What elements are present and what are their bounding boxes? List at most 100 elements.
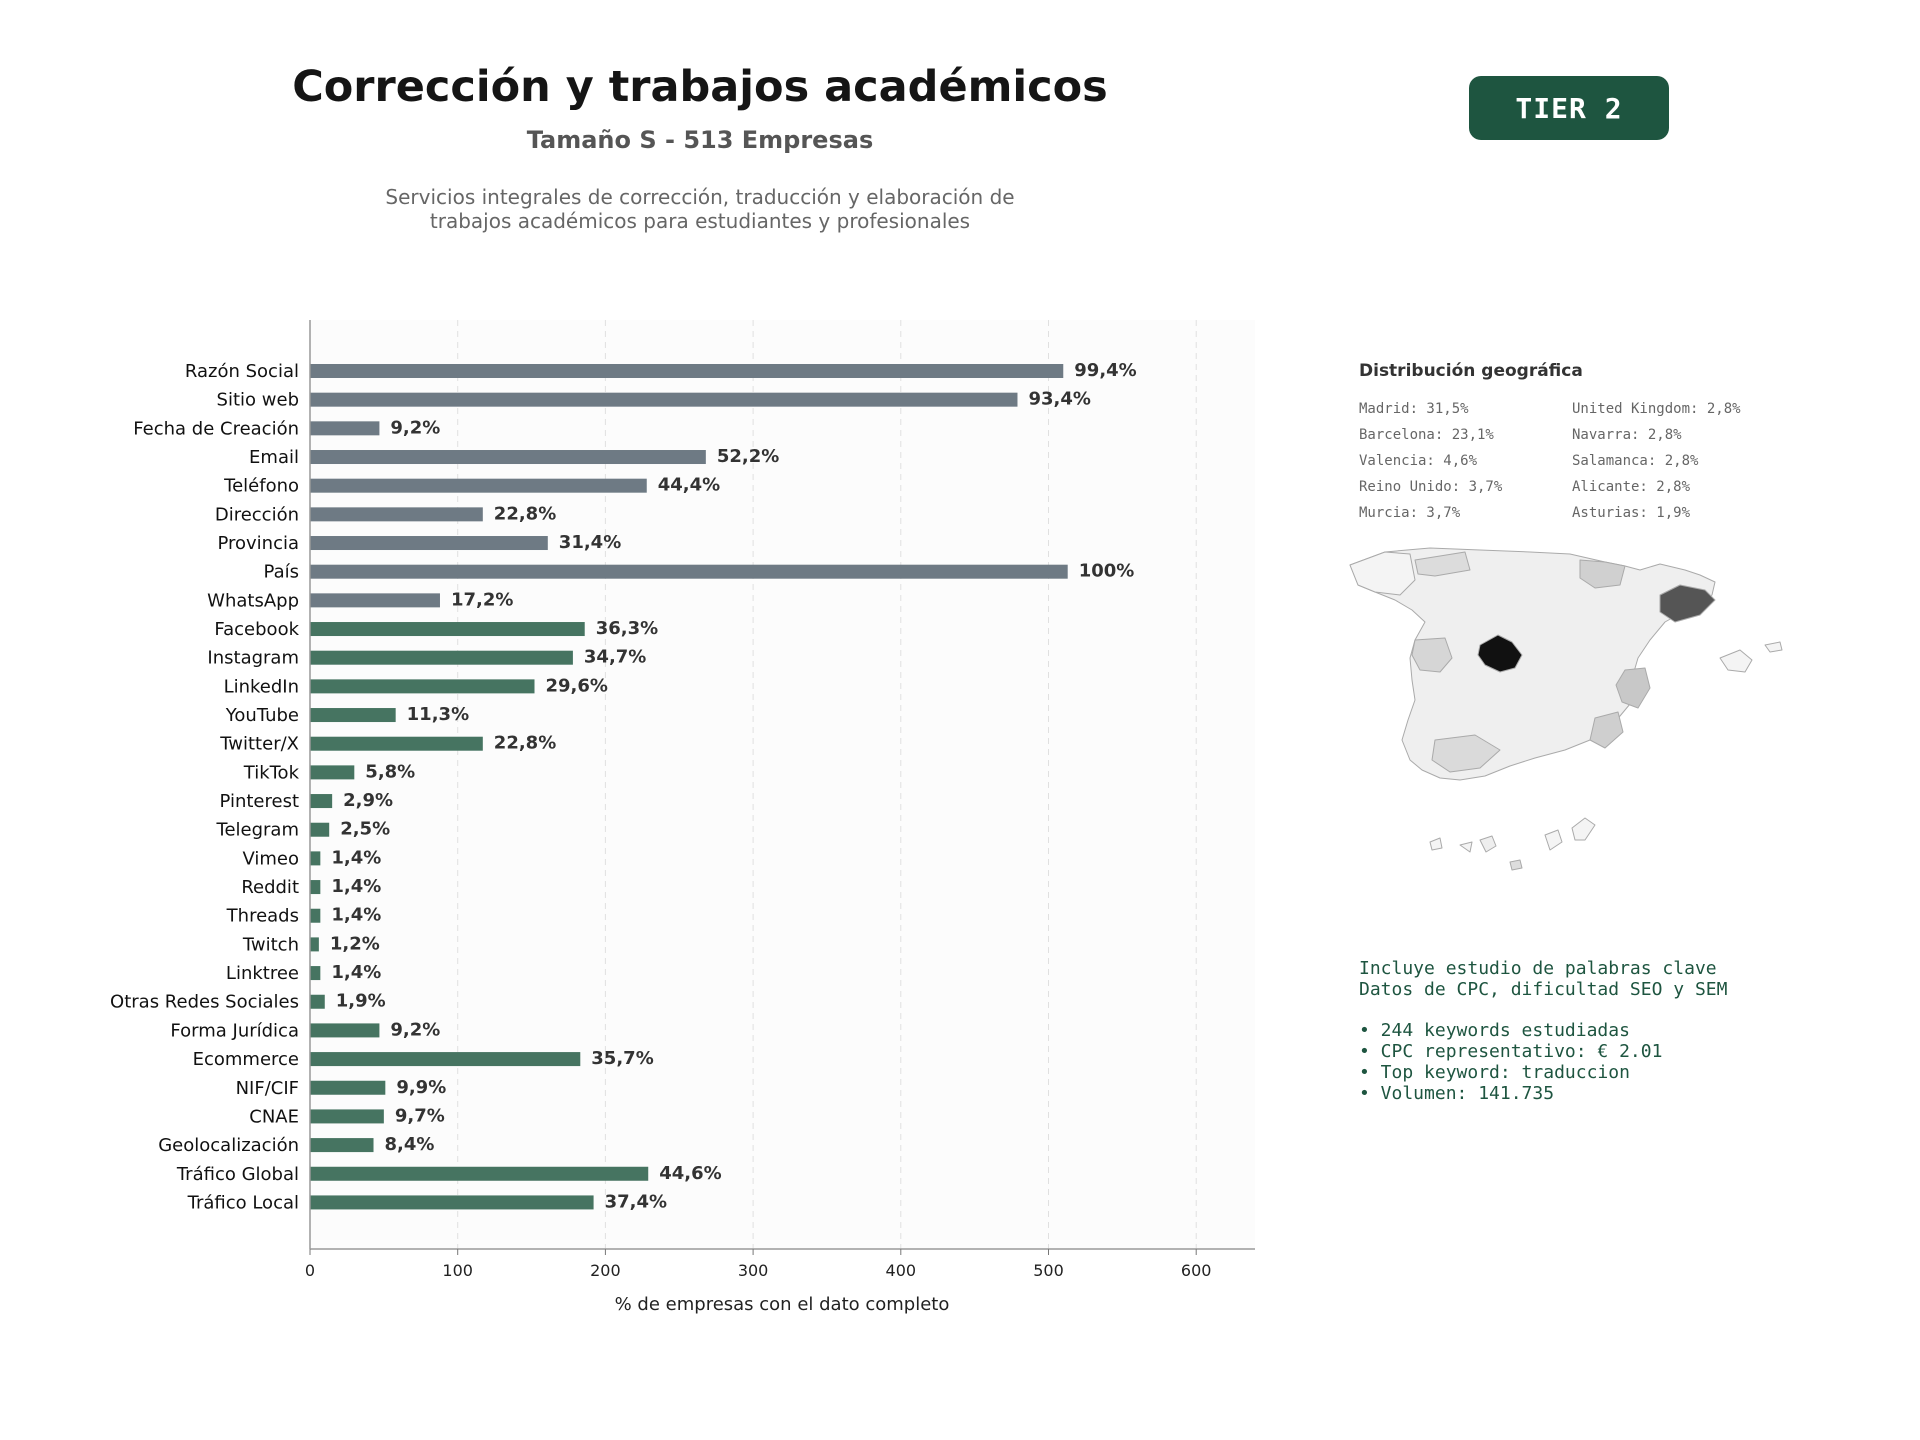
bar: [310, 536, 548, 551]
value-label: 5,8%: [365, 761, 415, 782]
keyword-stat: • Top keyword: traduccion: [1359, 1062, 1630, 1083]
page-subtitle: Tamaño S - 513 Empresas: [526, 126, 874, 154]
value-label: 1,4%: [331, 847, 381, 868]
x-tick-label: 600: [1181, 1261, 1212, 1280]
value-label: 34,7%: [584, 647, 646, 668]
bar: [310, 1166, 649, 1181]
page-description: Servicios integrales de corrección, trad…: [300, 185, 1100, 233]
description-line-1: Servicios integrales de corrección, trad…: [385, 185, 1015, 209]
keywords-line-1: Incluye estudio de palabras clave: [1359, 958, 1717, 979]
keywords-line-2: Datos de CPC, dificultad SEO y SEM: [1359, 979, 1728, 1000]
bar: [310, 908, 321, 923]
map-region-south: [1431, 734, 1501, 773]
bar: [310, 851, 321, 866]
tier-badge: TIER 2: [1469, 76, 1669, 140]
bar: [310, 1023, 380, 1038]
value-label: 1,4%: [331, 962, 381, 983]
bar: [310, 937, 319, 952]
category-label: Twitter/X: [219, 734, 299, 755]
geo-item: Murcia: 3,7%: [1359, 505, 1461, 521]
map-islands-canary-2: [1459, 841, 1473, 853]
category-label: Fecha de Creación: [133, 418, 299, 439]
geo-list-right: United Kingdom: 2,8% Navarra: 2,8% Salam…: [1572, 396, 1741, 526]
bar: [310, 1109, 384, 1124]
bar: [310, 966, 321, 981]
category-label: YouTube: [225, 705, 299, 726]
map-region-north: [1579, 559, 1626, 589]
bar: [310, 880, 321, 895]
bar: [310, 478, 647, 493]
value-label: 2,9%: [343, 790, 393, 811]
map-islands-canary-1: [1429, 837, 1443, 851]
value-label: 2,5%: [340, 819, 390, 840]
x-tick-label: 500: [1033, 1261, 1064, 1280]
category-label: Forma Jurídica: [170, 1020, 299, 1041]
bar: [310, 1138, 374, 1153]
category-label: Ecommerce: [193, 1049, 299, 1070]
bar: [310, 708, 396, 723]
bar: [310, 1052, 581, 1067]
value-label: 99,4%: [1074, 360, 1136, 381]
map-region-madrid: [1477, 634, 1523, 673]
plot-background: [310, 320, 1255, 1249]
value-label: 93,4%: [1028, 389, 1090, 410]
bar: [310, 564, 1068, 579]
value-label: 44,4%: [658, 475, 720, 496]
category-label: Vimeo: [242, 848, 299, 869]
category-label: NIF/CIF: [236, 1078, 299, 1099]
category-label: Tráfico Global: [176, 1164, 299, 1185]
category-label: WhatsApp: [207, 590, 299, 611]
category-label: Instagram: [207, 648, 299, 669]
bar: [310, 736, 483, 751]
x-tick-label: 300: [738, 1261, 769, 1280]
x-axis-label: % de empresas con el dato completo: [615, 1294, 950, 1315]
value-label: 29,6%: [546, 675, 608, 696]
category-label: Facebook: [214, 619, 299, 640]
value-label: 9,2%: [390, 1019, 440, 1040]
value-label: 22,8%: [494, 733, 556, 754]
bar: [310, 1195, 594, 1210]
value-label: 1,2%: [330, 933, 380, 954]
geo-item: Salamanca: 2,8%: [1572, 453, 1699, 469]
value-label: 1,9%: [336, 991, 386, 1012]
value-label: 1,4%: [331, 876, 381, 897]
value-labels: 99,4%93,4%9,2%52,2%44,4%22,8%31,4%100%17…: [330, 360, 1137, 1212]
value-label: 11,3%: [407, 704, 469, 725]
value-label: 35,7%: [591, 1048, 653, 1069]
category-label: LinkedIn: [224, 676, 299, 697]
bar: [310, 794, 333, 809]
geo-title: Distribución geográfica: [1359, 361, 1583, 381]
grid-lines: [457, 320, 1197, 1249]
bar: [310, 822, 330, 837]
category-label: Razón Social: [185, 361, 299, 382]
map-islands-canary-5: [1544, 829, 1563, 851]
value-label: 1,4%: [331, 905, 381, 926]
bar: [310, 650, 573, 665]
map-islands-canary-6: [1571, 817, 1596, 841]
geo-item: Barcelona: 23,1%: [1359, 427, 1494, 443]
category-labels: Razón Social Sitio web Fecha de Creación Em…: [110, 361, 300, 1213]
geo-item: Madrid: 31,5%: [1359, 401, 1469, 417]
bar: [310, 679, 535, 694]
bar: [310, 994, 325, 1009]
map-region-galicia: [1349, 551, 1416, 596]
category-label: CNAE: [249, 1106, 299, 1127]
category-label: Geolocalización: [158, 1135, 299, 1156]
category-label: TikTok: [243, 762, 300, 783]
bar: [310, 507, 483, 522]
category-label: Reddit: [241, 877, 299, 898]
keywords-list: • 244 keywords estudiadas • CPC represen…: [1359, 1020, 1727, 1104]
value-label: 17,2%: [451, 589, 513, 610]
map-islands-balearic-small: [1764, 641, 1783, 653]
category-label: País: [264, 562, 299, 583]
category-label: Teléfono: [223, 476, 299, 497]
bar: [310, 392, 1018, 407]
bar: [310, 1080, 386, 1095]
value-label: 31,4%: [559, 532, 621, 553]
value-label: 9,7%: [395, 1105, 445, 1126]
geo-item: United Kingdom: 2,8%: [1572, 401, 1741, 417]
category-label: Twitch: [242, 934, 299, 955]
map-region-catalonia: [1659, 584, 1716, 623]
category-label: Threads: [226, 906, 299, 927]
map-region-salamanca: [1411, 637, 1453, 673]
